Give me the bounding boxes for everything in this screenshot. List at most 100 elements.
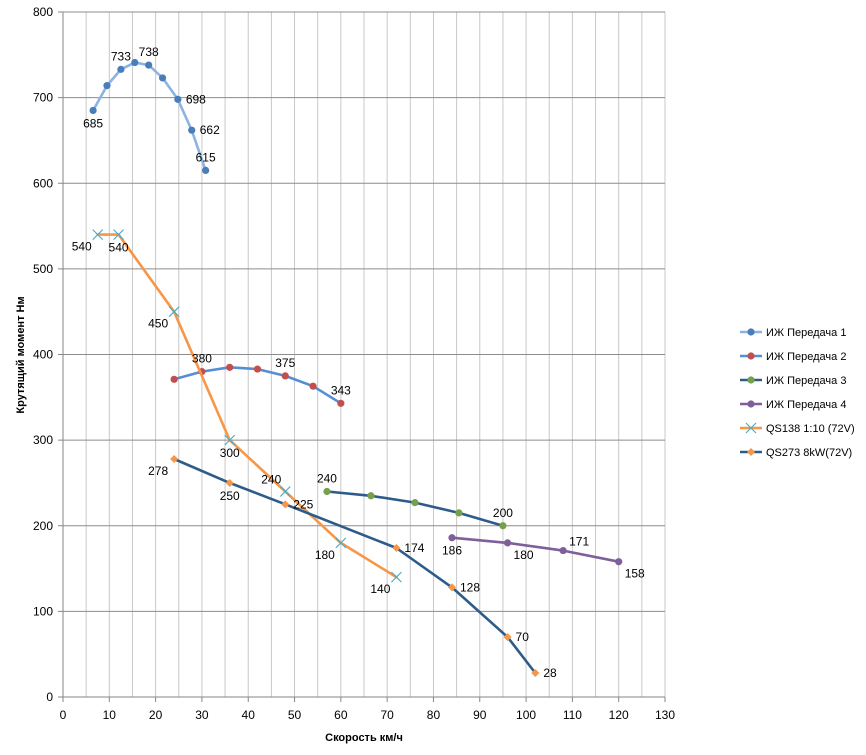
data-label: 300	[220, 446, 240, 460]
data-label: 733	[111, 49, 131, 63]
data-point	[89, 106, 97, 115]
data-label: 186	[442, 544, 462, 558]
y-tick-label: 700	[33, 91, 53, 105]
data-label: 738	[139, 45, 159, 59]
series-line	[450, 536, 620, 563]
series-2	[170, 363, 345, 407]
data-point	[117, 65, 125, 73]
axes	[58, 11, 666, 702]
data-point	[103, 82, 111, 90]
data-label: 540	[72, 240, 92, 254]
data-point	[392, 544, 401, 553]
data-point	[170, 375, 178, 383]
data-label: 180	[514, 548, 534, 562]
data-label: 171	[569, 535, 589, 549]
data-point	[503, 539, 512, 547]
data-point	[337, 399, 345, 407]
data-point	[281, 372, 289, 380]
legend-item: ИЖ Передача 1	[740, 327, 846, 339]
data-point	[253, 365, 262, 373]
x-tick-label: 0	[60, 708, 67, 722]
y-tick-label: 200	[33, 519, 53, 533]
data-label: 343	[331, 383, 351, 397]
x-tick-label: 120	[609, 708, 629, 722]
data-point	[202, 166, 210, 175]
data-point	[225, 478, 234, 487]
data-label: 180	[315, 548, 335, 562]
data-point	[747, 400, 755, 408]
legend: ИЖ Передача 1 ИЖ Передача 2 ИЖ Передача 3 И…	[740, 327, 855, 459]
legend-item: QS138 1:10 (72V)	[740, 422, 855, 435]
data-label: 128	[460, 580, 480, 594]
data-label: 375	[275, 356, 295, 370]
x-tick-label: 60	[334, 708, 348, 722]
data-label: 174	[404, 541, 424, 555]
data-point	[158, 74, 167, 82]
data-labels: 685 733 738 698 662 615 380 375 343 240 200 186 180 1…	[72, 45, 645, 680]
x-tick-label: 90	[473, 708, 487, 722]
x-tick-label: 130	[655, 708, 675, 722]
series-3	[323, 487, 507, 530]
legend-item: ИЖ Передача 2	[740, 351, 846, 363]
data-point	[92, 229, 104, 241]
data-label: 240	[261, 473, 281, 487]
data-point	[448, 534, 456, 542]
data-point	[113, 229, 124, 241]
data-label: 698	[186, 92, 206, 106]
data-point	[447, 583, 456, 592]
data-point	[747, 328, 755, 336]
data-point	[279, 486, 291, 497]
y-axis-title: Крутящий момент Нм	[15, 296, 27, 413]
data-point	[226, 363, 234, 371]
y-tick-label: 300	[33, 433, 53, 447]
y-tick-label: 400	[33, 348, 53, 362]
data-point	[188, 126, 196, 134]
data-label: 70	[516, 630, 530, 644]
data-label: 380	[192, 352, 212, 366]
data-label: 140	[370, 582, 390, 596]
legend-label: ИЖ Передача 2	[766, 351, 846, 363]
y-tick-label: 600	[33, 176, 53, 190]
x-tick-label: 110	[563, 708, 582, 722]
legend-label: ИЖ Передача 1	[766, 327, 846, 339]
data-label: 225	[293, 497, 313, 511]
data-label: 250	[220, 489, 240, 503]
legend-item: ИЖ Передача 3	[740, 375, 846, 387]
data-point	[615, 558, 623, 566]
data-label: 540	[109, 241, 129, 255]
data-point	[323, 487, 331, 496]
data-point	[367, 492, 375, 500]
x-tick-label: 50	[288, 708, 302, 722]
data-point	[503, 633, 512, 642]
data-point	[281, 500, 290, 509]
data-point	[335, 537, 347, 549]
data-point	[309, 382, 317, 390]
data-point	[747, 448, 755, 456]
data-point	[499, 522, 507, 530]
x-tick-labels: 0 10 20 30 40 50 60 70 80 90 100 110 120 130	[60, 708, 676, 722]
data-point	[131, 58, 139, 67]
x-tick-label: 70	[380, 708, 394, 722]
data-point	[747, 376, 755, 384]
data-label: 278	[148, 464, 168, 478]
series-6	[170, 454, 540, 678]
grid-lines	[63, 11, 666, 697]
y-tick-label: 800	[33, 5, 53, 19]
data-label: 450	[148, 317, 168, 331]
data-point	[390, 571, 402, 583]
data-label: 28	[543, 666, 557, 680]
x-tick-label: 30	[195, 708, 209, 722]
data-point	[411, 499, 419, 507]
data-point	[174, 95, 182, 103]
data-point	[170, 454, 179, 463]
x-tick-label: 80	[427, 708, 441, 722]
series-5	[92, 229, 402, 583]
data-point	[224, 434, 236, 446]
x-axis-title: Скорость км/ч	[325, 732, 403, 744]
data-label: 685	[83, 116, 103, 130]
y-tick-labels: 0 100 200 300 400 500 600 700 800	[33, 5, 53, 704]
legend-item: ИЖ Передача 4	[740, 399, 846, 411]
y-tick-label: 500	[33, 262, 53, 276]
legend-label: QS138 1:10 (72V)	[766, 423, 855, 435]
